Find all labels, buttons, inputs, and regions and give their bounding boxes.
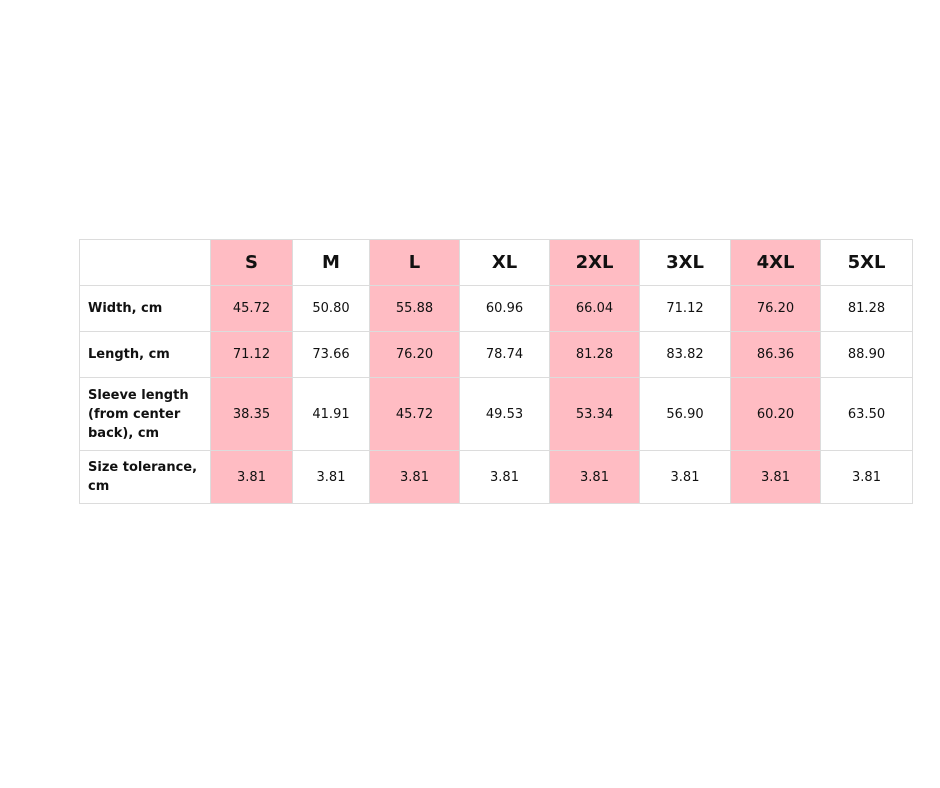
table-cell: 3.81 (459, 450, 550, 504)
table-cell: 71.12 (210, 331, 293, 378)
header-corner-cell (79, 239, 211, 286)
size-chart-table: S M L XL 2XL 3XL 4XL 5XL Width, cm 45.72… (79, 239, 913, 504)
table-cell: 81.28 (820, 285, 913, 332)
table-cell: 3.81 (369, 450, 460, 504)
table-cell: 88.90 (820, 331, 913, 378)
table-cell: 3.81 (639, 450, 731, 504)
column-header-l: L (369, 239, 460, 286)
column-header-3xl: 3XL (639, 239, 731, 286)
table-cell: 49.53 (459, 377, 550, 451)
table-cell: 83.82 (639, 331, 731, 378)
column-header-xl: XL (459, 239, 550, 286)
table-cell: 76.20 (730, 285, 821, 332)
table-cell: 78.74 (459, 331, 550, 378)
table-cell: 3.81 (210, 450, 293, 504)
table-cell: 71.12 (639, 285, 731, 332)
table-cell: 86.36 (730, 331, 821, 378)
table-cell: 45.72 (369, 377, 460, 451)
table-row: Sleeve length (from center back), cm 38.… (79, 377, 913, 451)
column-header-5xl: 5XL (820, 239, 913, 286)
table-cell: 55.88 (369, 285, 460, 332)
table-cell: 76.20 (369, 331, 460, 378)
table-cell: 81.28 (549, 331, 640, 378)
header-row: S M L XL 2XL 3XL 4XL 5XL (79, 239, 913, 286)
table-cell: 38.35 (210, 377, 293, 451)
table-row: Size tolerance, cm 3.81 3.81 3.81 3.81 3… (79, 450, 913, 504)
table-cell: 3.81 (549, 450, 640, 504)
row-label-sleeve-length: Sleeve length (from center back), cm (79, 377, 211, 451)
row-label-width: Width, cm (79, 285, 211, 332)
column-header-2xl: 2XL (549, 239, 640, 286)
table-cell: 53.34 (549, 377, 640, 451)
table-cell: 56.90 (639, 377, 731, 451)
table-row: Length, cm 71.12 73.66 76.20 78.74 81.28… (79, 331, 913, 378)
table-cell: 63.50 (820, 377, 913, 451)
table-cell: 66.04 (549, 285, 640, 332)
column-header-4xl: 4XL (730, 239, 821, 286)
table-cell: 50.80 (292, 285, 370, 332)
table-cell: 60.20 (730, 377, 821, 451)
table-cell: 60.96 (459, 285, 550, 332)
table-cell: 41.91 (292, 377, 370, 451)
column-header-s: S (210, 239, 293, 286)
table-cell: 73.66 (292, 331, 370, 378)
table-cell: 3.81 (292, 450, 370, 504)
table-cell: 3.81 (730, 450, 821, 504)
row-label-size-tolerance: Size tolerance, cm (79, 450, 211, 504)
table-cell: 3.81 (820, 450, 913, 504)
table-row: Width, cm 45.72 50.80 55.88 60.96 66.04 … (79, 285, 913, 332)
row-label-length: Length, cm (79, 331, 211, 378)
table-cell: 45.72 (210, 285, 293, 332)
column-header-m: M (292, 239, 370, 286)
